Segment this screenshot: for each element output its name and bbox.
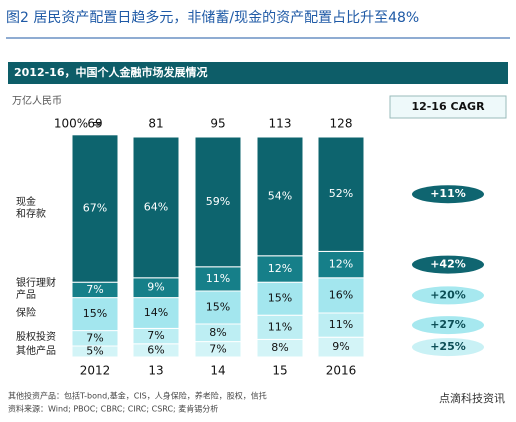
total-value: 95 bbox=[210, 117, 225, 131]
cagr-title: 12-16 CAGR bbox=[411, 100, 485, 113]
total-value: 113 bbox=[269, 117, 292, 131]
series-label: 现金 和存款 bbox=[16, 196, 46, 220]
x-tick-label: 14 bbox=[210, 364, 225, 378]
cagr-value: +27% bbox=[430, 318, 466, 331]
data-label: 7% bbox=[86, 331, 103, 344]
bar-segment bbox=[256, 136, 304, 257]
bar-segment bbox=[256, 255, 304, 283]
series-label: 银行理财 产品 bbox=[16, 277, 56, 301]
chart-title: 图2 居民资产配置日趋多元，非储蓄/现金的资产配置占比升至48% bbox=[6, 9, 419, 26]
data-label: 6% bbox=[147, 343, 164, 356]
data-label: 12% bbox=[329, 258, 353, 271]
x-tick-label: 2012 bbox=[80, 364, 111, 378]
data-label: 7% bbox=[209, 342, 226, 355]
unit-label: 万亿人民币 bbox=[12, 94, 62, 107]
bar-segment bbox=[317, 250, 365, 279]
data-label: 11% bbox=[329, 318, 353, 331]
total-label: 100% = bbox=[54, 117, 102, 131]
bar-segment bbox=[132, 297, 180, 329]
cagr-oval bbox=[412, 255, 484, 274]
total-value: 81 bbox=[148, 117, 163, 131]
data-label: 11% bbox=[206, 272, 230, 285]
bar-segment bbox=[256, 281, 304, 316]
data-label: 15% bbox=[206, 301, 230, 314]
cagr-box bbox=[389, 95, 507, 119]
data-label: 9% bbox=[147, 281, 164, 294]
data-label: 8% bbox=[271, 341, 288, 354]
cagr-value: +25% bbox=[430, 340, 466, 353]
total-value: 69 bbox=[87, 117, 102, 131]
banner bbox=[8, 62, 508, 84]
series-label: 保险 bbox=[16, 308, 36, 320]
cagr-oval bbox=[412, 286, 484, 305]
data-label: 16% bbox=[329, 288, 353, 301]
bar-segment bbox=[256, 314, 304, 340]
data-label: 11% bbox=[268, 320, 292, 333]
bar-segment bbox=[317, 312, 365, 338]
bar-segment bbox=[317, 136, 365, 252]
watermark: 点滴科技资讯 bbox=[439, 391, 505, 405]
data-label: 15% bbox=[268, 292, 292, 305]
footnote: 其他投资产品：包括T-bond,基金，CIS，人身保险，养老险，股权，信托 bbox=[8, 391, 267, 401]
data-label: 5% bbox=[86, 345, 103, 358]
cagr-value: +42% bbox=[430, 258, 466, 271]
bar-segment bbox=[71, 134, 119, 283]
data-label: 8% bbox=[209, 326, 226, 339]
bar-segment bbox=[132, 136, 180, 279]
cagr-value: +20% bbox=[430, 288, 466, 301]
data-label: 64% bbox=[144, 200, 168, 213]
data-label: 59% bbox=[206, 195, 230, 208]
footnote: 资料来源：Wind; PBOC; CBRC; CIRC; CSRC; 麦肯锡分析 bbox=[8, 404, 218, 414]
x-tick-label: 15 bbox=[272, 364, 287, 378]
data-label: 52% bbox=[329, 187, 353, 200]
bar-segment bbox=[194, 136, 242, 268]
series-label: 股权投资 bbox=[16, 332, 56, 344]
bar-segment bbox=[71, 297, 119, 332]
data-label: 12% bbox=[268, 262, 292, 275]
data-label: 7% bbox=[86, 283, 103, 296]
x-tick-label: 2016 bbox=[326, 364, 357, 378]
total-value: 128 bbox=[330, 117, 353, 131]
series-label: 其他产品 bbox=[16, 345, 56, 357]
cagr-oval bbox=[412, 338, 484, 357]
cagr-oval bbox=[412, 185, 484, 204]
data-label: 14% bbox=[144, 306, 168, 319]
data-label: 67% bbox=[83, 202, 107, 215]
data-label: 15% bbox=[83, 307, 107, 320]
cagr-oval bbox=[412, 316, 484, 335]
data-label: 7% bbox=[147, 329, 164, 342]
data-label: 9% bbox=[332, 340, 349, 353]
cagr-value: +11% bbox=[430, 187, 466, 200]
chart-subtitle: 2012-16，中国个人金融市场发展情况 bbox=[14, 65, 208, 79]
x-tick-label: 13 bbox=[148, 364, 163, 378]
data-label: 54% bbox=[268, 189, 292, 202]
